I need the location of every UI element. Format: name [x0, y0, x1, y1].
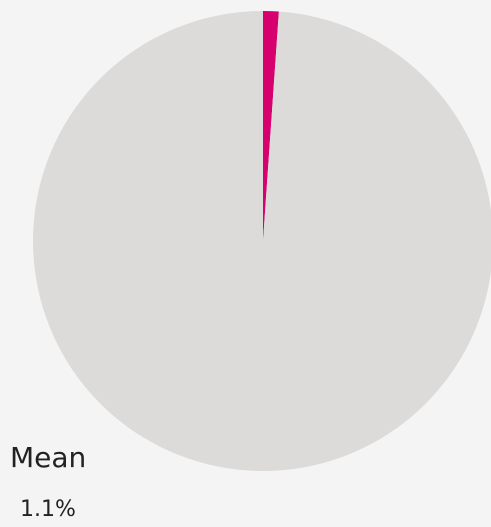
- pie-slice-mean: [263, 11, 279, 241]
- pie-slices: [33, 11, 491, 471]
- mean-label: Mean: [10, 441, 87, 474]
- mean-value: 1.1%: [20, 497, 76, 522]
- pie-slice-remainder: [33, 11, 491, 471]
